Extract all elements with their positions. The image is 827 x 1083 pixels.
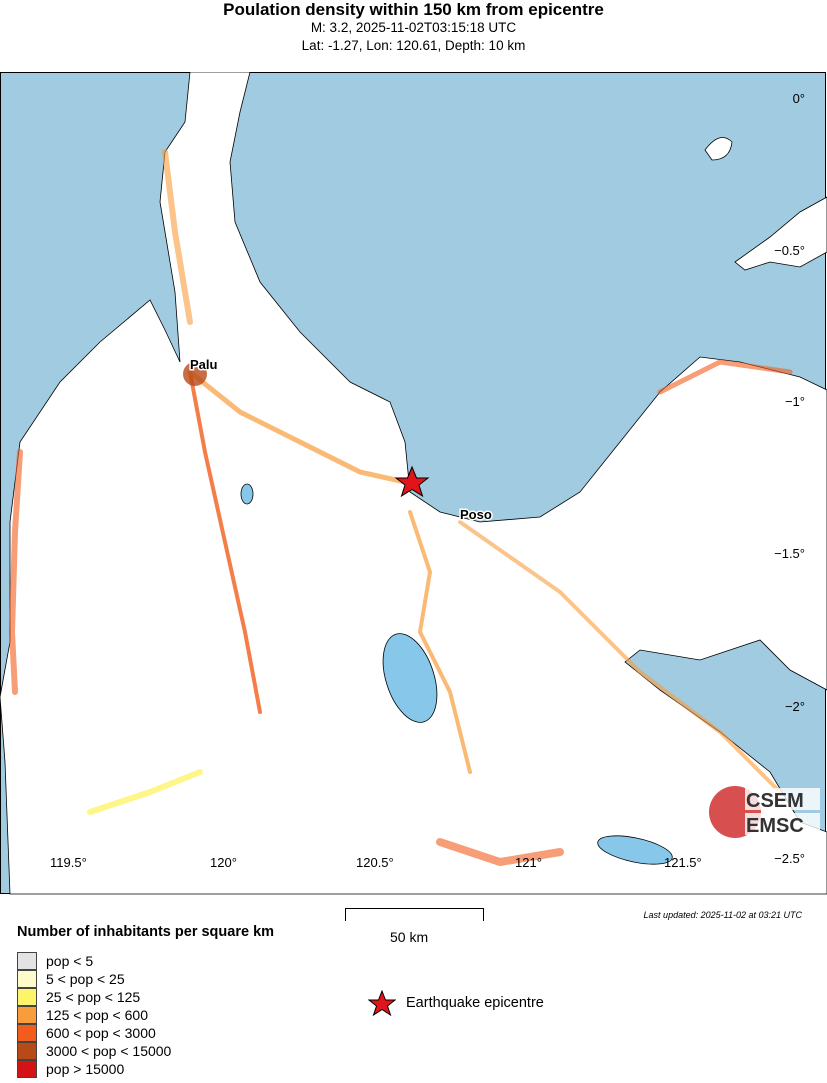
lon-tick: 121.5° bbox=[664, 855, 702, 870]
epicentre-legend: Earthquake epicentre bbox=[368, 990, 544, 1016]
epicentre-star-icon bbox=[394, 465, 430, 498]
legend-item: 25 < pop < 125 bbox=[17, 988, 140, 1006]
togean-islands bbox=[734, 196, 827, 271]
lon-tick: 121° bbox=[515, 855, 542, 870]
lat-tick-labels: 0° −0.5° −1° −1.5° −2° −2.5° bbox=[774, 91, 805, 866]
legend-swatch bbox=[17, 1024, 37, 1042]
legend-label: pop < 5 bbox=[46, 953, 94, 969]
lat-tick: −1° bbox=[785, 394, 805, 409]
map-area: Palu Poso CSEM EMSC 119.5° 120° 120.5° 1… bbox=[0, 72, 827, 895]
lake-poso bbox=[382, 633, 438, 723]
lat-tick: 0° bbox=[793, 91, 805, 106]
scale-label: 50 km bbox=[390, 929, 429, 945]
event-info: M: 3.2, 2025-11-02T03:15:18 UTC bbox=[310, 20, 517, 35]
legend-label: 25 < pop < 125 bbox=[46, 989, 141, 1005]
island bbox=[704, 137, 733, 161]
lake bbox=[240, 483, 254, 505]
place-label-palu: Palu bbox=[190, 357, 218, 372]
lon-tick: 120.5° bbox=[356, 855, 394, 870]
legend-swatch bbox=[17, 952, 37, 970]
palu-urban-area bbox=[183, 362, 207, 386]
legend-item: pop < 5 bbox=[17, 952, 93, 970]
lon-tick: 120° bbox=[210, 855, 237, 870]
land bbox=[0, 72, 827, 895]
lon-tick: 119.5° bbox=[50, 855, 87, 870]
legend-label: 5 < pop < 25 bbox=[46, 971, 125, 987]
lon-tick-labels: 119.5° 120° 120.5° 121° 121.5° bbox=[50, 855, 702, 870]
lat-tick: −2° bbox=[785, 699, 805, 714]
legend-swatch bbox=[17, 970, 37, 988]
lat-tick: −2.5° bbox=[774, 851, 805, 866]
legend-label: 600 < pop < 3000 bbox=[46, 1025, 156, 1041]
legend-item: 5 < pop < 25 bbox=[17, 970, 125, 988]
svg-text:CSEM: CSEM bbox=[746, 790, 804, 812]
csem-emsc-logo: CSEM EMSC bbox=[709, 786, 820, 838]
map-title: Poulation density within 150 km from epi… bbox=[223, 0, 604, 19]
legend-swatch bbox=[17, 1006, 37, 1024]
last-updated: Last updated: 2025-11-02 at 03:21 UTC bbox=[643, 910, 802, 920]
scale-bar bbox=[345, 908, 484, 921]
lake bbox=[597, 835, 673, 865]
lat-tick: −0.5° bbox=[774, 243, 805, 258]
legend-swatch bbox=[17, 988, 37, 1006]
legend-title: Number of inhabitants per square km bbox=[17, 924, 275, 940]
lat-tick: −1.5° bbox=[774, 546, 805, 561]
star-icon bbox=[368, 990, 396, 1016]
legend-swatch bbox=[17, 1042, 37, 1060]
event-location: Lat: -1.27, Lon: 120.61, Depth: 10 km bbox=[301, 38, 526, 53]
population-roads bbox=[8, 149, 793, 867]
legend-item: 3000 < pop < 15000 bbox=[17, 1042, 171, 1060]
legend-item: 600 < pop < 3000 bbox=[17, 1024, 156, 1042]
legend-item: pop > 15000 bbox=[17, 1060, 124, 1078]
place-label-poso: Poso bbox=[460, 507, 492, 522]
legend-label: 125 < pop < 600 bbox=[46, 1007, 148, 1023]
legend-item: 125 < pop < 600 bbox=[17, 1006, 148, 1024]
legend-label: 3000 < pop < 15000 bbox=[46, 1043, 172, 1059]
legend-swatch bbox=[17, 1060, 37, 1078]
svg-text:EMSC: EMSC bbox=[746, 815, 804, 837]
epicentre-legend-label: Earthquake epicentre bbox=[406, 995, 544, 1011]
legend-label: pop > 15000 bbox=[46, 1061, 125, 1077]
